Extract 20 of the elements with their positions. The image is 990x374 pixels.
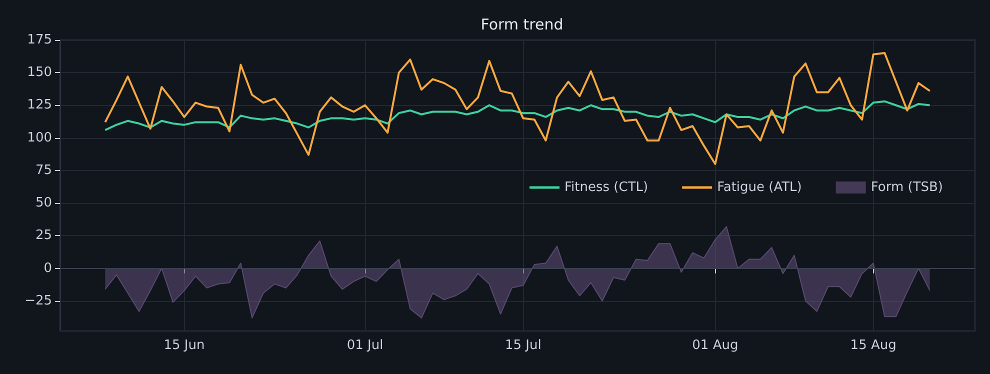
y-tick-label: 75 <box>35 162 52 178</box>
y-tick-label: 175 <box>27 32 52 48</box>
y-tick-label: 0 <box>44 260 52 276</box>
chart-title: Form trend <box>480 16 564 34</box>
x-tick-label: 01 Jul <box>346 338 384 353</box>
x-tick-label: 01 Aug <box>692 338 738 353</box>
legend-label: Form (TSB) <box>870 180 944 195</box>
y-tick-label: 100 <box>27 130 52 146</box>
line-series <box>104 100 931 132</box>
x-tick-label: 15 Jul <box>504 338 542 353</box>
x-tick-label: 15 Aug <box>850 338 896 353</box>
y-tick-label: 150 <box>27 65 52 80</box>
legend-label: Fitness (CTL) <box>564 180 648 195</box>
x-tick-label: 15 Jun <box>164 338 205 353</box>
y-tick-label: 25 <box>35 228 52 244</box>
y-tick-label: 125 <box>27 98 52 113</box>
line-series <box>104 52 931 165</box>
legend-label: Fatigue (ATL) <box>717 180 802 195</box>
y-tick-label: 50 <box>35 196 52 211</box>
y-tick-label: −25 <box>24 293 52 308</box>
